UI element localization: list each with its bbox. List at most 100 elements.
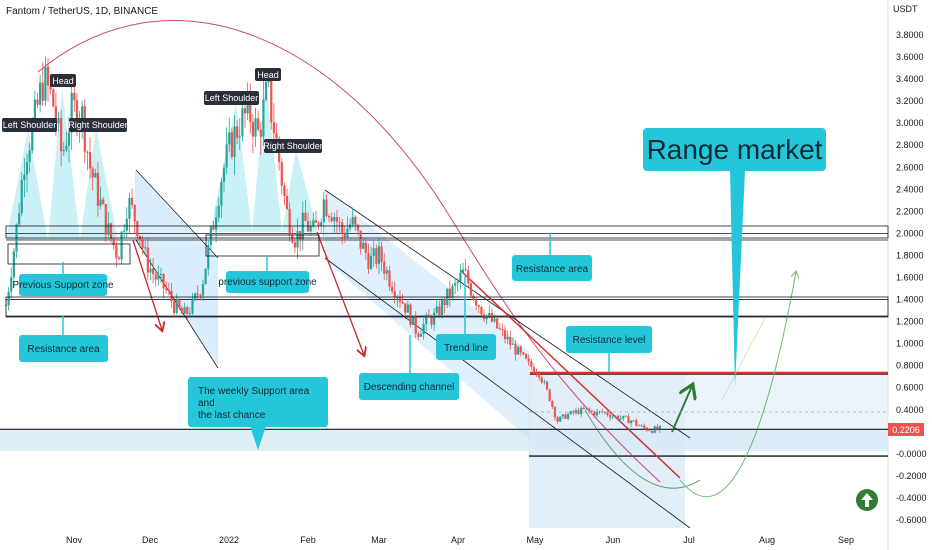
svg-text:Right Shoulder: Right Shoulder bbox=[263, 141, 323, 151]
candle-body bbox=[393, 291, 396, 298]
callout-range-market: Range market bbox=[643, 128, 826, 387]
candle-body bbox=[99, 199, 102, 206]
candle-body bbox=[41, 82, 44, 101]
candle-body bbox=[91, 168, 94, 178]
right-shoulder-label-1: Right Shoulder bbox=[68, 118, 128, 132]
candle-body bbox=[186, 307, 189, 314]
x-tick-label: Jun bbox=[606, 535, 621, 545]
candle-body bbox=[338, 221, 341, 223]
pattern-labels: Left Shoulder Head Right Shoulder Left S… bbox=[2, 68, 323, 153]
candle-body bbox=[333, 216, 336, 222]
callouts: Previous Support zone previous support z… bbox=[12, 128, 826, 450]
candle-body bbox=[33, 99, 36, 123]
x-tick-label: Mar bbox=[371, 535, 387, 545]
left-shoulder-label-2: Left Shoulder bbox=[204, 91, 259, 105]
candle-body bbox=[475, 299, 478, 306]
candle-body bbox=[314, 220, 318, 223]
candle-body bbox=[317, 222, 320, 226]
candle-body bbox=[464, 269, 467, 271]
candle-body bbox=[25, 161, 29, 175]
support-zone-box-2 bbox=[205, 234, 320, 257]
y-tick-label: 1.4000 bbox=[896, 295, 924, 305]
candle-body bbox=[543, 381, 546, 383]
candle-body bbox=[322, 199, 325, 223]
candle-body bbox=[404, 303, 407, 313]
candle-body bbox=[327, 215, 331, 218]
svg-text:Trend line: Trend line bbox=[444, 343, 489, 354]
candle-body bbox=[259, 129, 262, 137]
candle-body bbox=[212, 226, 215, 230]
candle-body bbox=[640, 425, 643, 427]
candle-body bbox=[320, 222, 323, 226]
candle-body bbox=[183, 307, 186, 314]
candle-body bbox=[580, 407, 583, 415]
candle-body bbox=[117, 257, 121, 260]
candle-body bbox=[477, 305, 480, 307]
candle-body bbox=[351, 217, 354, 225]
y-tick-label: -0.6000 bbox=[896, 515, 927, 525]
y-tick-label: 2.8000 bbox=[896, 140, 924, 150]
candle-body bbox=[619, 418, 622, 420]
candle-body bbox=[159, 273, 163, 275]
candle-body bbox=[115, 245, 118, 258]
svg-text:the last chance: the last chance bbox=[198, 410, 266, 421]
candle-body bbox=[406, 304, 409, 313]
candle-body bbox=[451, 285, 454, 298]
candle-body bbox=[535, 372, 538, 374]
candle-body bbox=[107, 223, 110, 235]
candle-body bbox=[622, 415, 625, 419]
candle-body bbox=[46, 66, 50, 86]
candle-body bbox=[175, 299, 178, 313]
callout-resistance-level: Resistance level bbox=[566, 326, 652, 372]
candle-body bbox=[238, 136, 241, 138]
y-tick-label: 3.6000 bbox=[896, 52, 924, 62]
x-tick-label: Jul bbox=[683, 535, 695, 545]
y-tick-label: 1.2000 bbox=[896, 317, 924, 327]
candle-body bbox=[375, 248, 378, 264]
candle-body bbox=[388, 270, 391, 287]
y-tick-label: -0.0000 bbox=[896, 449, 927, 459]
callout-weekly-support: The weekly Support area and the last cha… bbox=[188, 377, 328, 450]
candle-body bbox=[299, 231, 302, 240]
candle-body bbox=[398, 297, 402, 302]
candle-body bbox=[233, 126, 236, 157]
resistance-area-box-top bbox=[5, 225, 889, 239]
candle-body bbox=[285, 195, 289, 209]
candle-body bbox=[52, 89, 55, 107]
candle-body bbox=[128, 197, 131, 219]
candle-body bbox=[57, 118, 60, 124]
candle-body bbox=[194, 293, 197, 299]
candle-body bbox=[141, 240, 144, 248]
candle-body bbox=[488, 313, 491, 316]
candle-body bbox=[49, 85, 52, 90]
candle-body bbox=[151, 268, 155, 275]
candle-body bbox=[364, 242, 367, 254]
candle-body bbox=[109, 223, 113, 239]
arrow-up-badge-icon[interactable] bbox=[856, 489, 878, 511]
candle-body bbox=[120, 231, 123, 260]
candle-body bbox=[530, 361, 533, 368]
candle-body bbox=[73, 92, 76, 101]
svg-text:Right Shoulder: Right Shoulder bbox=[68, 120, 128, 130]
candle-body bbox=[254, 118, 257, 137]
y-tick-label: 1.0000 bbox=[896, 339, 924, 349]
projection-arrow-main bbox=[671, 386, 692, 433]
candle-body bbox=[648, 430, 651, 432]
candle-body bbox=[264, 81, 268, 100]
candle-body bbox=[632, 420, 635, 422]
candle-body bbox=[70, 92, 73, 133]
candle-body bbox=[643, 425, 646, 428]
candle-body bbox=[585, 408, 588, 410]
candle-body bbox=[414, 315, 417, 334]
candle-body bbox=[630, 420, 633, 424]
candle-body bbox=[196, 293, 199, 296]
candle-body bbox=[614, 416, 617, 417]
candle-body bbox=[545, 381, 549, 390]
candle-body bbox=[133, 204, 136, 222]
candle-body bbox=[36, 99, 39, 105]
candle-body bbox=[222, 167, 226, 182]
y-tick-label: 1.8000 bbox=[896, 250, 924, 260]
candle-body bbox=[511, 343, 515, 345]
candle-body bbox=[304, 212, 307, 221]
